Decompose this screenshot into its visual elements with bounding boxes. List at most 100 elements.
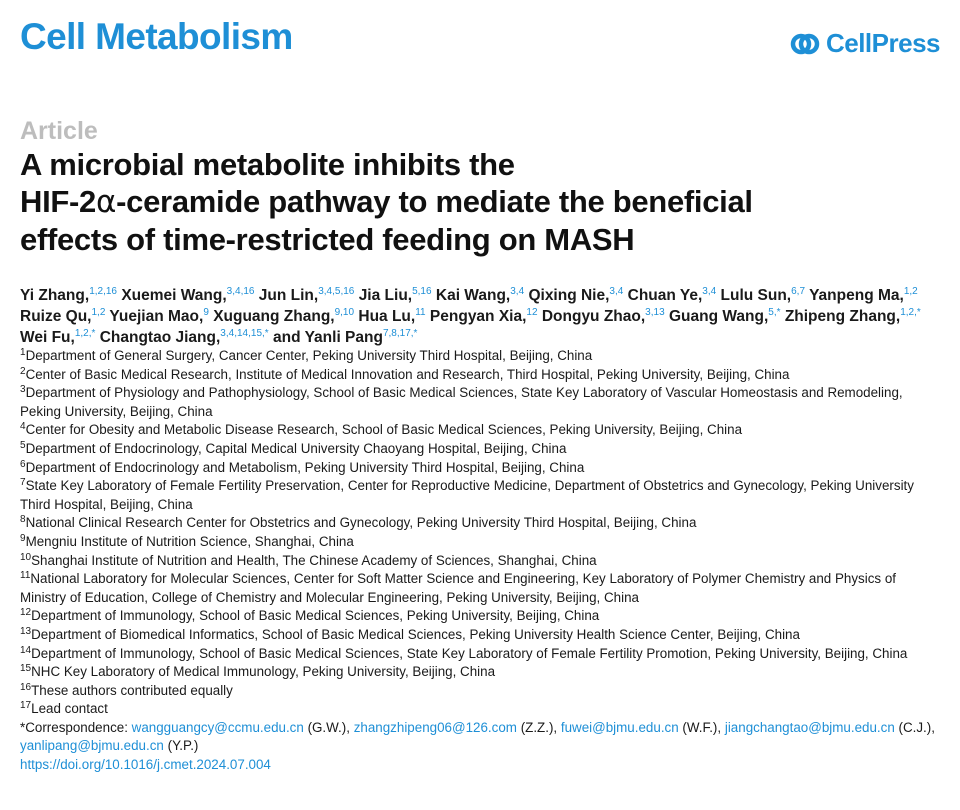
correspondence-email-link[interactable]: jiangchangtao@bjmu.edu.cn — [724, 719, 895, 735]
affiliation-text: Mengniu Institute of Nutrition Science, … — [25, 533, 354, 549]
affiliation-item: 5Department of Endocrinology, Capital Me… — [20, 440, 945, 459]
author[interactable]: Jia Liu,5,16 — [358, 286, 432, 305]
author-name: Xuemei Wang, — [121, 287, 227, 304]
affiliation-item: 12Department of Immunology, School of Ba… — [20, 607, 945, 626]
author-name: Pengyan Xia, — [429, 308, 527, 325]
correspondence-email-link[interactable]: yanlipang@bjmu.edu.cn — [20, 738, 164, 754]
author-name: Qixing Nie, — [528, 287, 610, 304]
affiliation-item: 1Department of General Surgery, Cancer C… — [20, 347, 945, 366]
title-line-1: A microbial metabolite inhibits the — [20, 147, 515, 182]
affiliation-item: 3Department of Physiology and Pathophysi… — [20, 384, 945, 421]
doi-link[interactable]: https://doi.org/10.1016/j.cmet.2024.07.0… — [20, 757, 271, 773]
affiliation-text: Department of Endocrinology and Metaboli… — [25, 459, 585, 475]
author[interactable]: Ruize Qu,1,2 — [20, 307, 106, 326]
author[interactable]: Xuemei Wang,3,4,16 — [121, 286, 255, 305]
author[interactable]: Xuguang Zhang,9,10 — [213, 307, 355, 326]
author[interactable]: Yanpeng Ma,1,2 — [809, 286, 918, 305]
correspondence-initials: (W.F.), — [682, 719, 722, 735]
author-affiliation-marker[interactable]: 5,* — [768, 307, 781, 318]
author-affiliation-marker[interactable]: 3,4 — [702, 286, 717, 297]
author-affiliation-marker[interactable]: 1,2 — [903, 286, 918, 297]
article-type-label: Article — [20, 117, 98, 145]
author-affiliation-marker[interactable]: 1,2,16 — [89, 286, 117, 297]
author-name: Yi Zhang, — [20, 287, 90, 304]
affiliation-number: 2 — [20, 365, 26, 377]
correspondence-label: *Correspondence: — [20, 719, 128, 735]
author[interactable]: Zhipeng Zhang,1,2,* — [785, 307, 921, 326]
author[interactable]: Changtao Jiang,3,4,14,15,* — [100, 328, 269, 347]
affiliation-number: 13 — [20, 625, 32, 637]
author-affiliation-marker[interactable]: 5,16 — [412, 286, 432, 297]
publisher-logo: CellPress — [790, 28, 941, 59]
affiliation-text: National Laboratory for Molecular Scienc… — [20, 571, 896, 605]
affiliation-number: 6 — [20, 458, 26, 470]
author-name: Kai Wang, — [435, 287, 511, 304]
author[interactable]: Chuan Ye,3,4 — [628, 286, 717, 305]
author-affiliation-marker[interactable]: 3,4,14,15,* — [220, 328, 269, 339]
affiliation-text: These authors contributed equally — [31, 682, 233, 698]
author-affiliation-marker[interactable]: 1,2,* — [74, 328, 96, 339]
author[interactable]: Lulu Sun,6,7 — [720, 286, 806, 305]
affiliation-text: Department of Endocrinology, Capital Med… — [25, 440, 567, 456]
journal-name: Cell Metabolism — [20, 16, 293, 57]
author-affiliation-marker[interactable]: 3,4 — [609, 286, 624, 297]
affiliation-text: Lead contact — [31, 701, 108, 717]
author[interactable]: Hua Lu,11 — [358, 307, 426, 326]
author[interactable]: Qixing Nie,3,4 — [528, 286, 624, 305]
author-affiliation-marker[interactable]: 1,2,* — [900, 307, 921, 318]
affiliation-item: 14Department of Immunology, School of Ba… — [20, 645, 945, 664]
author[interactable]: Wei Fu,1,2,* — [20, 328, 96, 347]
affiliation-text: Department of Physiology and Pathophysio… — [20, 385, 903, 419]
author-name: Jia Liu, — [358, 287, 413, 304]
affiliation-text: Department of Immunology, School of Basi… — [31, 608, 600, 624]
author[interactable]: and Yanli Pang7,8,17,* — [273, 328, 418, 347]
affiliation-item: 10Shanghai Institute of Nutrition and He… — [20, 552, 945, 571]
author-affiliation-marker[interactable]: 9 — [203, 307, 209, 318]
author[interactable]: Kai Wang,3,4 — [435, 286, 525, 305]
affiliation-item: 4Center for Obesity and Metabolic Diseas… — [20, 421, 945, 440]
title-line-2-post: -ceramide pathway to mediate the benefic… — [116, 184, 753, 219]
affiliation-number: 17 — [20, 700, 32, 712]
correspondence-initials: (C.J.), — [898, 719, 935, 735]
publisher-name: CellPress — [825, 28, 941, 58]
author-affiliation-marker[interactable]: 11 — [415, 307, 426, 318]
author-name: Yuejian Mao, — [109, 308, 204, 325]
author-affiliation-marker[interactable]: 3,4 — [510, 286, 525, 297]
title-greek-alpha: α — [96, 184, 117, 220]
author-name: Jun Lin, — [258, 287, 319, 304]
author-name: Guang Wang, — [668, 308, 769, 325]
author-name: Wei Fu, — [20, 329, 75, 346]
correspondence-email-link[interactable]: wangguangcy@ccmu.edu.cn — [131, 719, 304, 735]
affiliation-item: 15NHC Key Laboratory of Medical Immunolo… — [20, 663, 945, 682]
affiliation-text: Department of General Surgery, Cancer Ce… — [25, 348, 593, 363]
affiliation-item: 13Department of Biomedical Informatics, … — [20, 626, 945, 645]
author-affiliation-marker[interactable]: 6,7 — [791, 286, 806, 297]
author[interactable]: Yi Zhang,1,2,16 — [20, 286, 117, 305]
author-name: Lulu Sun, — [720, 287, 792, 304]
correspondence-initials: (G.W.), — [307, 719, 350, 735]
author-affiliation-marker[interactable]: 7,8,17,* — [382, 328, 418, 339]
author-list: Yi Zhang,1,2,16 Xuemei Wang,3,4,16 Jun L… — [20, 285, 945, 348]
author[interactable]: Dongyu Zhao,3,13 — [542, 307, 665, 326]
author-affiliation-marker[interactable]: 3,4,16 — [226, 286, 255, 297]
correspondence-initials: (Y.P.) — [167, 738, 199, 754]
affiliation-number: 14 — [20, 644, 32, 656]
author-affiliation-marker[interactable]: 3,13 — [645, 307, 665, 318]
author-affiliation-marker[interactable]: 1,2 — [91, 307, 106, 318]
affiliation-number: 11 — [20, 570, 31, 582]
affiliation-number: 10 — [20, 551, 32, 563]
title-line-3: effects of time-restricted feeding on MA… — [20, 222, 635, 257]
author-affiliation-marker[interactable]: 9,10 — [334, 307, 355, 318]
author[interactable]: Jun Lin,3,4,5,16 — [258, 286, 355, 305]
affiliation-text: Center of Basic Medical Research, Instit… — [25, 366, 790, 382]
correspondence-email-link[interactable]: fuwei@bjmu.edu.cn — [560, 719, 679, 735]
author[interactable]: Yuejian Mao,9 — [109, 307, 209, 326]
author[interactable]: Guang Wang,5,* — [668, 307, 781, 326]
correspondence-email-link[interactable]: zhangzhipeng06@126.com — [353, 719, 517, 735]
affiliation-number: 8 — [20, 514, 26, 526]
author-affiliation-marker[interactable]: 3,4,5,16 — [318, 286, 355, 297]
title-line-2-pre: HIF-2 — [20, 184, 97, 219]
author-affiliation-marker[interactable]: 12 — [526, 307, 538, 318]
affiliation-number: 5 — [20, 439, 26, 451]
author[interactable]: Pengyan Xia,12 — [429, 307, 538, 326]
